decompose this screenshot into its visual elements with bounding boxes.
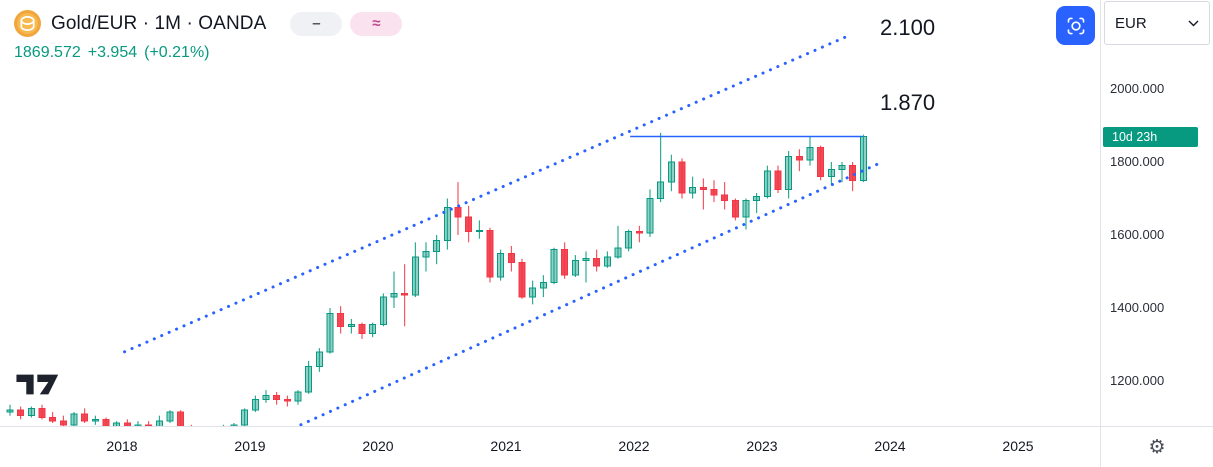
price-axis-label: 1600.000 xyxy=(1110,227,1165,242)
resistance-level-label[interactable]: 1.870 xyxy=(880,90,936,115)
price-axis-label: 1200.000 xyxy=(1110,373,1165,388)
tradingview-logo[interactable] xyxy=(14,371,68,403)
time-axis-label: 2023 xyxy=(746,438,778,454)
time-axis-label: 2025 xyxy=(1002,438,1034,454)
line-drawing-chip[interactable]: – xyxy=(290,11,343,36)
candlestick-chart-pane[interactable] xyxy=(0,0,1100,426)
gear-icon[interactable]: ⚙ xyxy=(1148,436,1166,458)
axis-settings-corner: ⚙ xyxy=(1100,426,1213,467)
upper-target-label[interactable]: 2.100 xyxy=(880,15,936,40)
price-change: +3.954 xyxy=(87,44,138,61)
time-axis-label: 2022 xyxy=(618,438,650,454)
snapshot-button[interactable] xyxy=(1056,6,1095,45)
time-axis-label: 2020 xyxy=(362,438,394,454)
currency-selector-value: EUR xyxy=(1115,14,1147,32)
drawing-chips: – ≈ xyxy=(290,11,403,36)
chart-legend: Gold/EUR · 1M · OANDA – ≈ 1869.572 +3.95… xyxy=(14,10,403,62)
gold-coin-icon xyxy=(14,10,41,37)
price-change-line: 1869.572 +3.954 (+0.21%) xyxy=(14,44,402,62)
chevron-down-icon xyxy=(1188,20,1199,26)
camera-icon xyxy=(1067,17,1084,34)
price-axis-label: 2000.000 xyxy=(1110,81,1165,96)
price-axis-label: 1400.000 xyxy=(1110,300,1165,315)
time-axis-label: 2021 xyxy=(490,438,522,454)
time-axis[interactable]: 2018 2019 2020 2021 2022 2023 2024 2025 xyxy=(0,426,1100,467)
price-axis-label: 1800.000 xyxy=(1110,154,1165,169)
last-price: 1869.572 xyxy=(14,44,81,61)
time-axis-label: 2024 xyxy=(874,438,906,454)
currency-selector[interactable]: EUR xyxy=(1104,1,1210,45)
price-change-percent: (+0.21%) xyxy=(144,44,210,61)
price-axis[interactable]: EUR 2000.000 1800.000 1600.000 1400.000 1200… xyxy=(1100,0,1213,467)
tradingview-logo-icon xyxy=(16,374,59,395)
wave-drawing-chip[interactable]: ≈ xyxy=(350,11,403,36)
time-axis-label: 2018 xyxy=(106,438,138,454)
symbol-title[interactable]: Gold/EUR · 1M · OANDA xyxy=(51,12,267,34)
time-axis-label: 2019 xyxy=(234,438,266,454)
bar-countdown-badge: 10d 23h xyxy=(1103,126,1198,147)
